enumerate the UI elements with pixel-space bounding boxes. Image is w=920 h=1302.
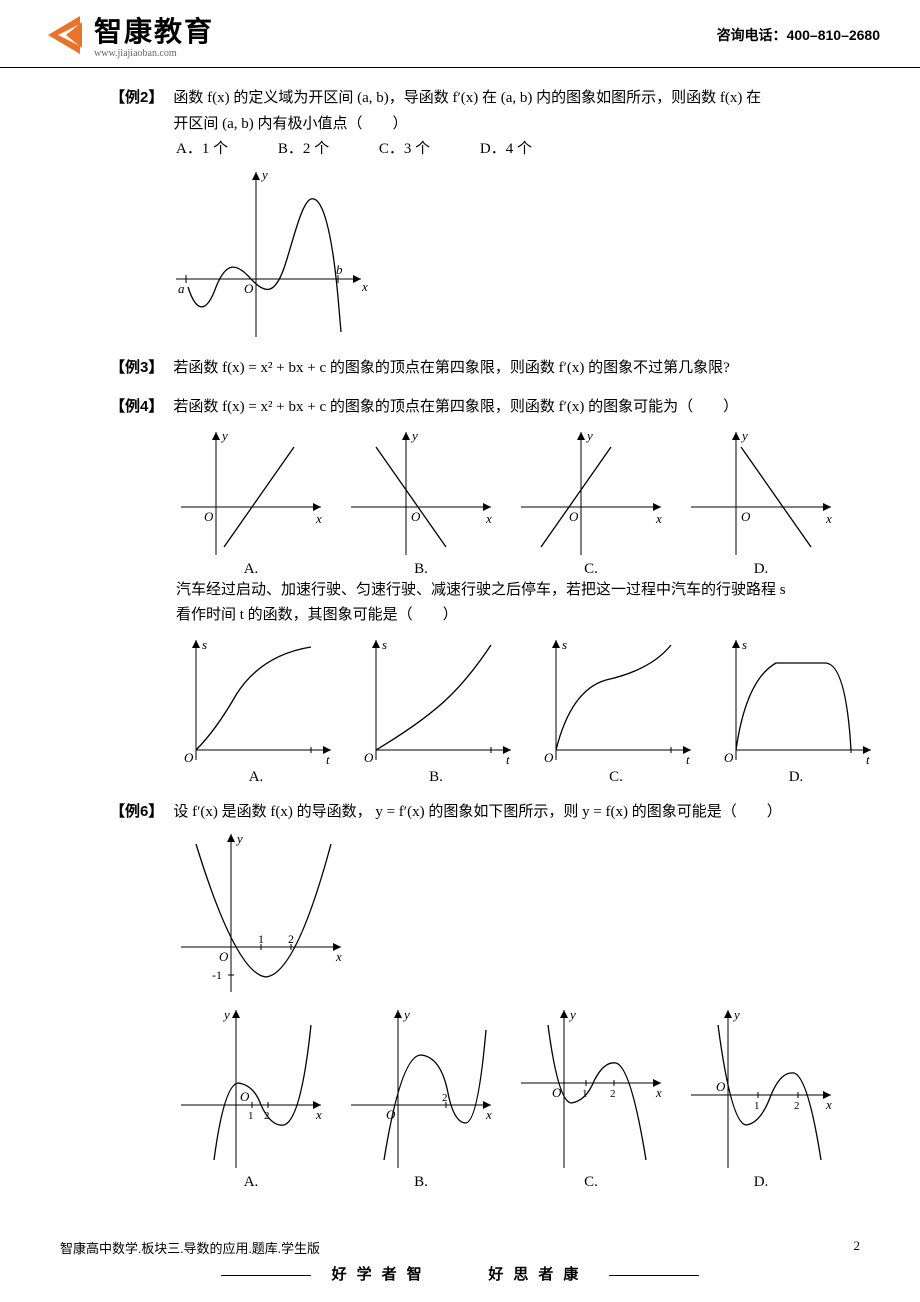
svg-text:1: 1 <box>248 1110 254 1122</box>
problem-4-text: 若函数 f(x) = x² + bx + c 的图象的顶点在第四象限，则函数 f… <box>173 395 738 421</box>
svg-text:O: O <box>724 750 734 765</box>
problem-3: 【例3】 若函数 f(x) = x² + bx + c 的图象的顶点在第四象限，… <box>110 356 860 382</box>
svg-text:x: x <box>655 511 662 526</box>
problem-2-options: A．1 个 B．2 个 C．3 个 D．4 个 <box>176 137 860 163</box>
problem-2-text: 函数 f(x) 的定义域为开区间 (a, b)，导函数 f′(x) 在 (a, … <box>173 86 761 137</box>
st-B: Ost B. <box>356 635 516 786</box>
st-A: O s t A. <box>176 635 336 786</box>
svg-text:s: s <box>742 637 747 652</box>
svg-text:1: 1 <box>258 932 264 946</box>
car-st-graphs: O s t A. Ost B. <box>176 635 860 786</box>
svg-text:y: y <box>235 831 243 846</box>
svg-text:s: s <box>562 637 567 652</box>
svg-text:x: x <box>485 1107 492 1122</box>
page-number: 2 <box>854 1238 861 1257</box>
svg-text:y: y <box>222 1007 230 1022</box>
svg-text:y: y <box>260 167 268 182</box>
svg-text:y: y <box>732 1007 740 1022</box>
svg-text:O: O <box>204 509 214 524</box>
svg-text:y: y <box>585 428 593 443</box>
problem-6-label: 【例6】 <box>110 800 163 826</box>
svg-text:O: O <box>411 509 421 524</box>
svg-text:y: y <box>740 428 748 443</box>
problem-4-line-graphs: Oxy A. Oxy B. Oxy <box>176 427 860 578</box>
svg-text:x: x <box>315 1107 322 1122</box>
svg-text:a: a <box>178 281 185 296</box>
svg-text:O: O <box>364 750 374 765</box>
p6-ans-C: Oxy 12 C. <box>516 1005 666 1191</box>
content-area: 【例2】 函数 f(x) 的定义域为开区间 (a, b)，导函数 f′(x) 在… <box>0 68 920 1191</box>
svg-text:t: t <box>506 752 510 765</box>
svg-text:O: O <box>184 750 194 765</box>
problem-2: 【例2】 函数 f(x) 的定义域为开区间 (a, b)，导函数 f′(x) 在… <box>110 86 860 342</box>
svg-text:2: 2 <box>288 932 294 946</box>
svg-text:-1: -1 <box>212 968 222 982</box>
svg-text:O: O <box>569 509 579 524</box>
svg-text:2: 2 <box>610 1088 616 1100</box>
footer-title: 智康高中数学.板块三.导数的应用.题库.学生版 <box>60 1238 320 1257</box>
footer-slogan: 好学者智 好思者康 <box>60 1263 860 1284</box>
svg-text:y: y <box>410 428 418 443</box>
p4-line-B: Oxy B. <box>346 427 496 578</box>
svg-text:x: x <box>315 511 322 526</box>
problem-6-answer-graphs: Oxy 12 A. Oxy 2 B. <box>176 1005 860 1191</box>
svg-text:b: b <box>336 262 343 277</box>
p6-ans-B: Oxy 2 B. <box>346 1005 496 1191</box>
problem-2-graph: x y O a b <box>176 167 860 342</box>
contact-phone: 咨询电话：400–810–2680 <box>717 25 880 45</box>
svg-text:y: y <box>220 428 228 443</box>
svg-text:O: O <box>219 949 229 964</box>
problem-6: 【例6】 设 f′(x) 是函数 f(x) 的导函数， y = f′(x) 的图… <box>110 800 860 1192</box>
svg-text:t: t <box>866 752 870 765</box>
svg-text:O: O <box>544 750 554 765</box>
svg-text:O: O <box>244 281 254 296</box>
svg-text:x: x <box>335 949 342 964</box>
p4-line-C: Oxy C. <box>516 427 666 578</box>
svg-text:2: 2 <box>442 1092 448 1104</box>
svg-text:x: x <box>361 279 368 294</box>
problem-4: 【例4】 若函数 f(x) = x² + bx + c 的图象的顶点在第四象限，… <box>110 395 860 786</box>
svg-text:O: O <box>716 1079 726 1094</box>
svg-text:O: O <box>240 1089 250 1104</box>
problem-6-text: 设 f′(x) 是函数 f(x) 的导函数， y = f′(x) 的图象如下图所… <box>173 800 781 826</box>
problem-3-label: 【例3】 <box>110 356 163 382</box>
svg-text:s: s <box>202 637 207 652</box>
page-footer: 智康高中数学.板块三.导数的应用.题库.学生版 2 好学者智 好思者康 <box>0 1238 920 1284</box>
p4-line-D: Oxy D. <box>686 427 836 578</box>
svg-text:2: 2 <box>794 1100 800 1112</box>
svg-text:x: x <box>485 511 492 526</box>
svg-text:1: 1 <box>754 1100 760 1112</box>
svg-text:t: t <box>326 752 330 765</box>
logo-icon <box>40 12 86 58</box>
problem-2-label: 【例2】 <box>110 86 163 137</box>
p4-line-A: Oxy A. <box>176 427 326 578</box>
problem-6-main-graph: O x y 1 2 -1 <box>176 829 860 999</box>
problem-3-text: 若函数 f(x) = x² + bx + c 的图象的顶点在第四象限，则函数 f… <box>173 356 729 382</box>
page-header: 智康教育 www.jiajiaoban.com 咨询电话：400–810–268… <box>0 0 920 68</box>
svg-text:x: x <box>825 1097 832 1112</box>
p6-ans-A: Oxy 12 A. <box>176 1005 326 1191</box>
svg-text:x: x <box>655 1085 662 1100</box>
car-question: 汽车经过启动、加速行驶、匀速行驶、减速行驶之后停车，若把这一过程中汽车的行驶路程… <box>176 578 860 629</box>
svg-text:t: t <box>686 752 690 765</box>
logo-block: 智康教育 www.jiajiaoban.com <box>40 10 214 59</box>
svg-text:y: y <box>402 1007 410 1022</box>
svg-text:y: y <box>568 1007 576 1022</box>
svg-text:x: x <box>825 511 832 526</box>
st-C: Ost C. <box>536 635 696 786</box>
p6-ans-D: Oxy 12 D. <box>686 1005 836 1191</box>
svg-text:O: O <box>741 509 751 524</box>
problem-4-label: 【例4】 <box>110 395 163 421</box>
brand-name: 智康教育 <box>94 10 214 50</box>
svg-text:s: s <box>382 637 387 652</box>
st-D: Ost D. <box>716 635 876 786</box>
